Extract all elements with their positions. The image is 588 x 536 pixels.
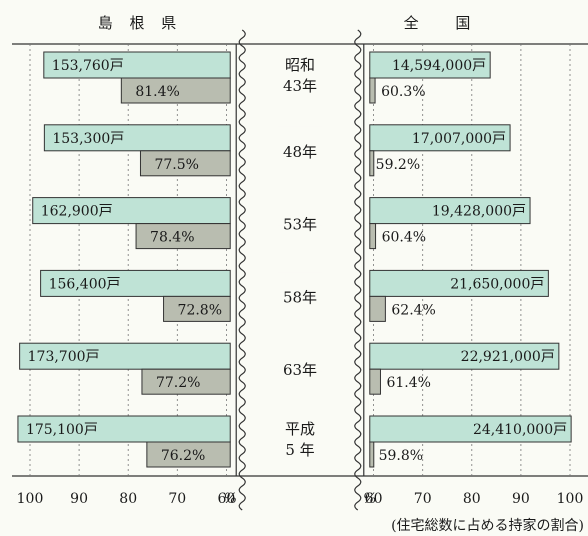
bar-shimane-ratio [120, 77, 231, 104]
label-national-ratio: 62.4% [391, 302, 435, 318]
bar-shimane-ratio [146, 441, 231, 468]
bar-shimane-ratio [139, 150, 231, 177]
year-label: 平成 [285, 420, 315, 438]
axis-break-left [238, 29, 246, 511]
label-shimane-households: 153,300戸 [52, 131, 124, 147]
label-national-households: 17,007,000戸 [412, 131, 506, 147]
bar-national-ratio [369, 368, 381, 395]
year-label: 63年 [283, 361, 317, 379]
bar-national-households [369, 51, 491, 79]
bar-shimane-ratio [163, 295, 231, 322]
tick-left: 100 [17, 491, 44, 507]
bar-national-households [369, 415, 572, 443]
caption: (住宅総数に占める持家の割合) [391, 517, 584, 534]
bar-national-ratio [369, 77, 376, 104]
label-national-households: 14,594,000戸 [392, 58, 486, 74]
label-national-ratio: 60.3% [381, 84, 425, 100]
tick-left: 70 [168, 491, 186, 507]
year-label: 58年 [283, 288, 317, 306]
left-header: 島 根 県 [98, 14, 183, 32]
tick-right: 90 [512, 491, 530, 507]
year-label: 48年 [283, 143, 317, 161]
bar-national-households [369, 342, 560, 370]
year-label: 昭和 [285, 56, 315, 74]
label-national-ratio: 61.4% [386, 375, 430, 391]
year-label-bg [278, 126, 322, 153]
label-shimane-households: 162,900戸 [41, 204, 113, 220]
year-label: 53年 [283, 216, 317, 234]
label-shimane-ratio: 76.2% [161, 448, 205, 464]
label-national-households: 19,428,000戸 [432, 204, 526, 220]
label-shimane-households: 175,100戸 [26, 422, 98, 438]
bar-shimane-households [43, 124, 231, 152]
label-shimane-households: 173,700戸 [28, 349, 100, 365]
axis-break-right [354, 29, 362, 511]
year-label-bg [278, 345, 322, 372]
bar-national-ratio [369, 223, 377, 250]
tick-right: 80 [463, 491, 481, 507]
axis-unit-left: % [224, 491, 237, 507]
bar-shimane-households [32, 197, 231, 225]
bar-shimane-ratio [135, 223, 231, 250]
year-label: 43年 [283, 77, 317, 95]
label-shimane-households: 156,400戸 [49, 276, 121, 292]
bar-national-households [369, 269, 549, 297]
tick-right: 100 [557, 491, 584, 507]
label-shimane-ratio: 77.2% [156, 375, 200, 391]
bar-national-households [369, 124, 511, 152]
axis-unit-right: % [363, 491, 376, 507]
label-national-households: 21,650,000戸 [450, 276, 544, 292]
label-shimane-ratio: 78.4% [150, 230, 194, 246]
label-shimane-ratio: 72.8% [178, 302, 222, 318]
bar-national-households [369, 197, 531, 225]
year-label-bg [278, 418, 322, 464]
bar-shimane-households [19, 342, 231, 370]
bar-shimane-households [40, 269, 231, 297]
tick-right: 70 [414, 491, 432, 507]
label-national-households: 22,921,000戸 [461, 349, 555, 365]
tick-left: 60 [217, 491, 235, 507]
tick-left: 80 [119, 491, 137, 507]
label-national-households: 24,410,000戸 [473, 422, 567, 438]
year-label-bg [278, 54, 322, 100]
year-label-bg [278, 272, 322, 299]
right-header: 全 国 [404, 14, 487, 32]
bar-national-ratio [369, 441, 375, 468]
label-shimane-ratio: 81.4% [135, 84, 179, 100]
bar-national-ratio [369, 295, 386, 322]
tick-right: 60 [365, 491, 383, 507]
label-national-ratio: 59.2% [376, 157, 420, 173]
label-national-ratio: 60.4% [382, 230, 426, 246]
bar-shimane-ratio [141, 368, 231, 395]
year-label-bg [278, 199, 322, 226]
bar-shimane-households [17, 415, 231, 443]
year-label: 5 年 [285, 441, 314, 459]
label-national-ratio: 59.8% [379, 448, 423, 464]
label-shimane-households: 153,760戸 [52, 58, 124, 74]
bar-shimane-households [43, 51, 231, 79]
bar-national-ratio [369, 150, 375, 177]
label-shimane-ratio: 77.5% [154, 157, 198, 173]
tick-left: 90 [70, 491, 88, 507]
